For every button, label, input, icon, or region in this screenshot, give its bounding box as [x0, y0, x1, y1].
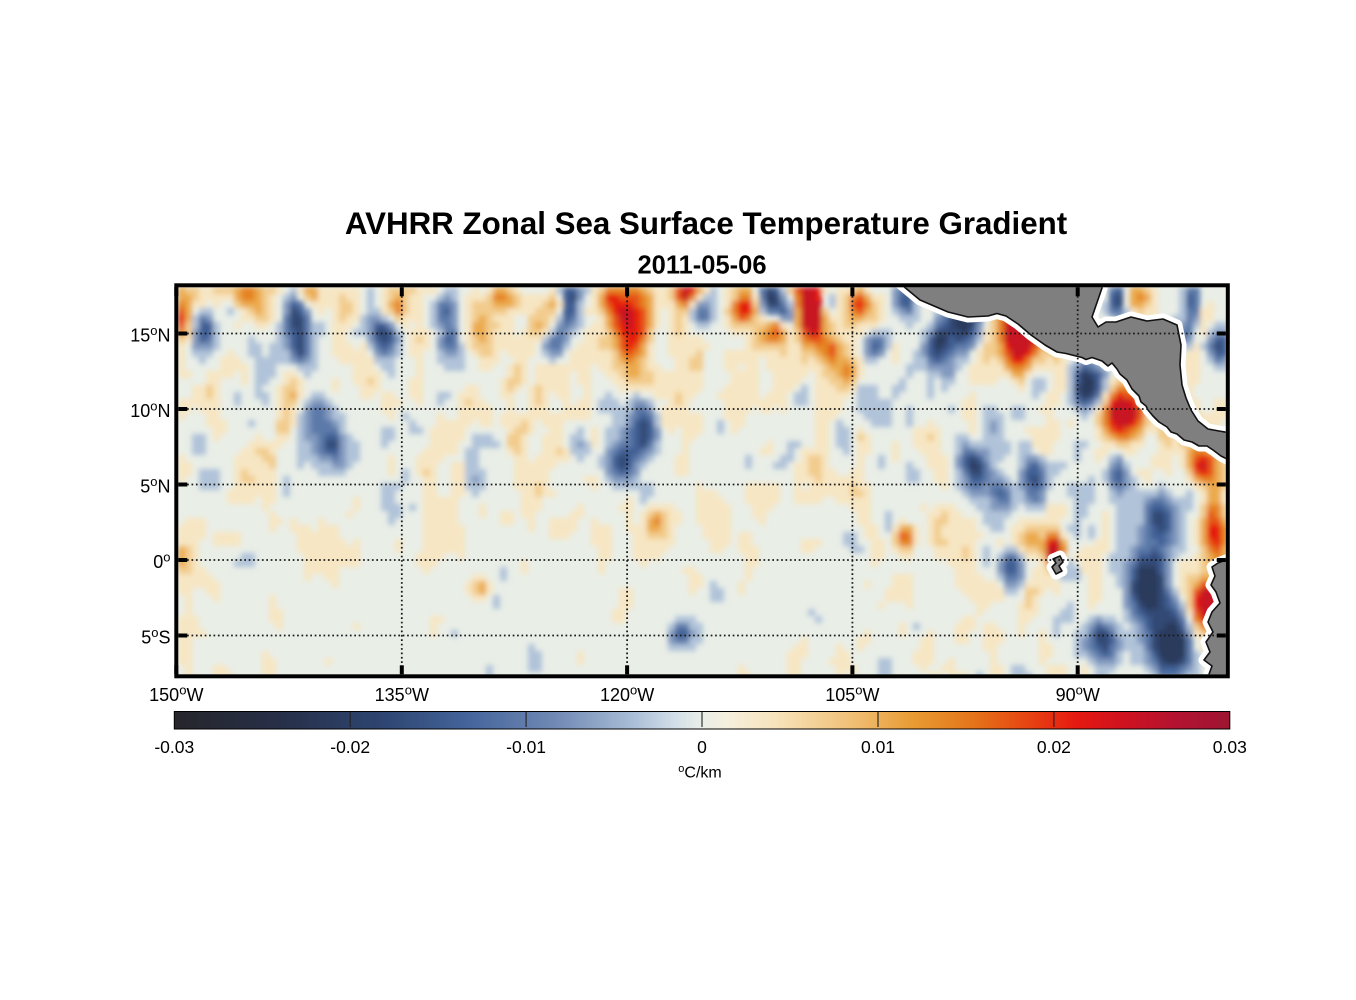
svg-text:AVHRR Zonal Sea Surface Temper: AVHRR Zonal Sea Surface Temperature Grad…	[345, 206, 1068, 241]
svg-text:150oW: 150oW	[149, 683, 203, 706]
svg-text:0: 0	[697, 737, 707, 757]
svg-text:10oN: 10oN	[130, 399, 170, 422]
svg-text:-0.01: -0.01	[506, 737, 546, 757]
svg-text:-0.02: -0.02	[330, 737, 370, 757]
svg-text:15oN: 15oN	[130, 323, 170, 346]
svg-text:105oW: 105oW	[825, 683, 879, 706]
svg-text:0.03: 0.03	[1213, 737, 1247, 757]
svg-text:-0.03: -0.03	[154, 737, 194, 757]
svg-text:5oN: 5oN	[140, 474, 170, 497]
svg-text:120oW: 120oW	[600, 683, 654, 706]
svg-text:oC/km: oC/km	[678, 763, 721, 782]
svg-text:0.02: 0.02	[1037, 737, 1071, 757]
svg-text:2011-05-06: 2011-05-06	[637, 252, 766, 280]
svg-text:135oW: 135oW	[375, 683, 429, 706]
svg-text:0.01: 0.01	[861, 737, 895, 757]
svg-text:90oW: 90oW	[1056, 683, 1100, 706]
svg-text:5oS: 5oS	[141, 625, 170, 648]
